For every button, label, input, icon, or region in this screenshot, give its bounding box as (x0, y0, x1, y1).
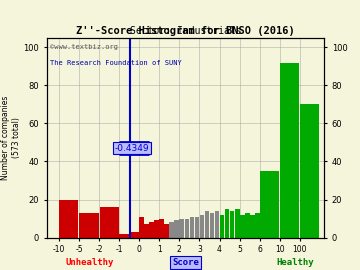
Bar (300, 104, 319, 238)
Text: Healthy: Healthy (276, 258, 314, 267)
Text: -0.4349: -0.4349 (115, 144, 149, 153)
Text: Unhealthy: Unhealthy (66, 258, 114, 267)
Text: Score: Score (172, 258, 199, 267)
Bar (99, 207, 118, 238)
Text: Sector: Industrials: Sector: Industrials (130, 26, 241, 36)
Bar (235, 209, 239, 238)
Text: ©www.textbiz.org: ©www.textbiz.org (50, 44, 118, 50)
Bar (190, 217, 194, 238)
Bar (225, 209, 229, 238)
Bar (220, 215, 224, 238)
Bar (144, 224, 149, 238)
Title: Z''-Score Histogram for BNSO (2016): Z''-Score Histogram for BNSO (2016) (76, 26, 295, 36)
Bar (230, 211, 234, 238)
Bar (165, 224, 169, 238)
Bar (240, 215, 244, 238)
Bar (280, 63, 300, 238)
Bar (199, 215, 204, 238)
Text: The Research Foundation of SUNY: The Research Foundation of SUNY (50, 60, 181, 66)
Bar (260, 171, 279, 238)
Bar (185, 219, 189, 238)
Bar (204, 211, 210, 238)
Bar (170, 222, 174, 238)
Y-axis label: Number of companies
(573 total): Number of companies (573 total) (1, 96, 21, 180)
Bar (260, 171, 262, 238)
Bar (175, 221, 179, 238)
Bar (129, 232, 139, 238)
Bar (255, 213, 260, 238)
Bar (159, 219, 164, 238)
Bar (80, 213, 99, 238)
Bar (245, 213, 249, 238)
Bar (139, 217, 144, 238)
Bar (154, 221, 159, 238)
Bar (263, 215, 279, 238)
Bar (59, 200, 78, 238)
Bar (149, 222, 154, 238)
Bar (194, 217, 199, 238)
Bar (215, 211, 220, 238)
Bar (120, 234, 129, 238)
Bar (180, 219, 184, 238)
Bar (210, 213, 215, 238)
Bar (250, 215, 255, 238)
